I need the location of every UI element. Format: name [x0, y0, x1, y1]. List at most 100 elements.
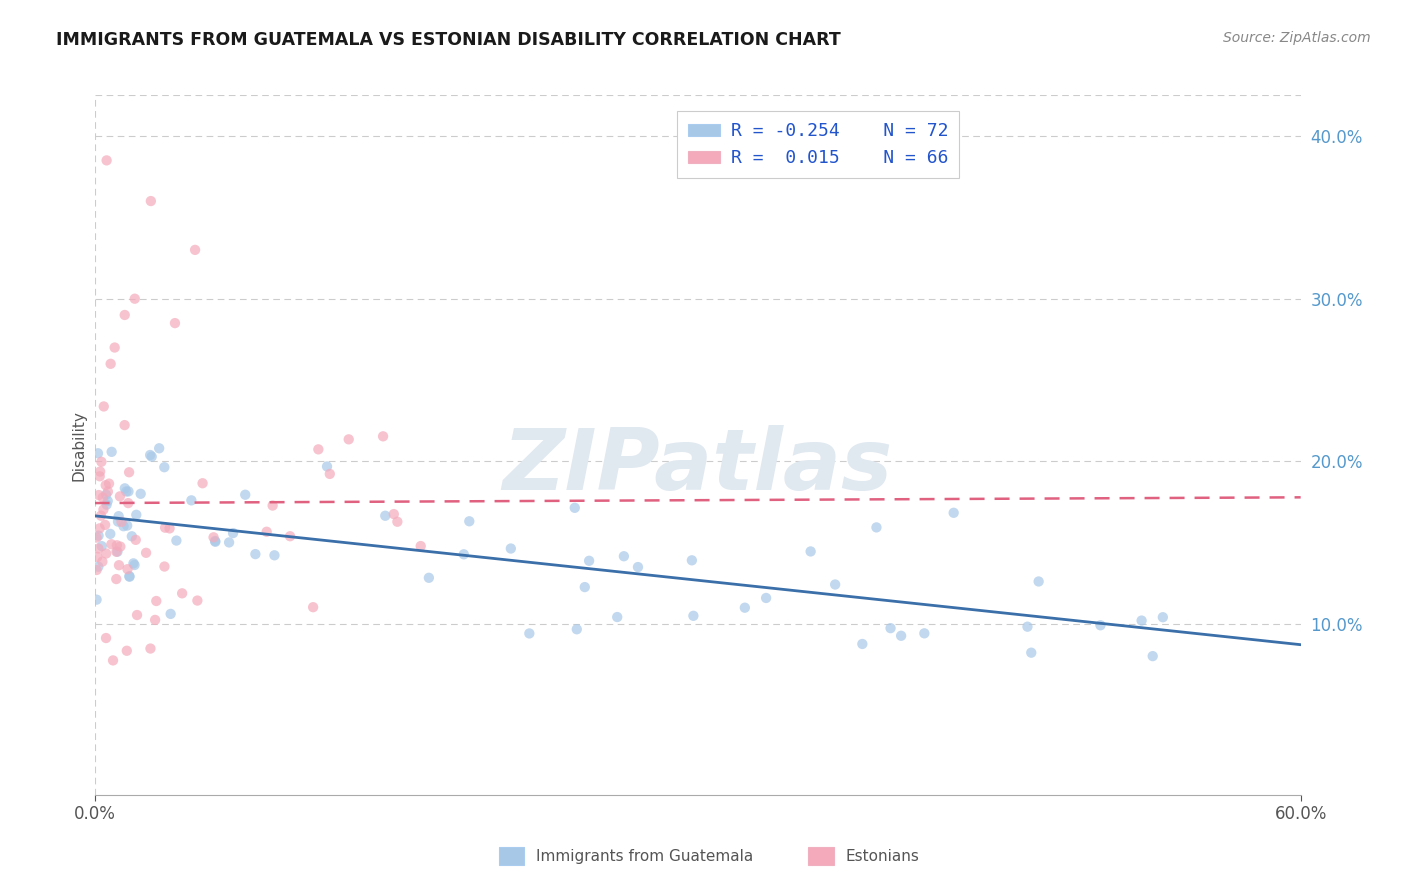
Point [107, 509, 129, 524]
Point [499, 541, 522, 556]
Point [105, 572, 128, 586]
Point [879, 621, 901, 635]
Point [1019, 646, 1042, 660]
Point [233, 488, 256, 502]
Point [564, 500, 586, 515]
Point [337, 433, 360, 447]
Point [218, 535, 240, 549]
Point [1017, 620, 1039, 634]
Point [153, 521, 176, 535]
Point [125, 533, 148, 547]
Point [93, 400, 115, 414]
Point [606, 610, 628, 624]
Point [143, 613, 166, 627]
Point [800, 544, 823, 558]
Point [148, 442, 170, 456]
Point [112, 519, 135, 533]
Point [110, 515, 132, 529]
Point [307, 442, 329, 457]
Point [115, 644, 138, 658]
Point [89, 465, 111, 479]
Point [100, 537, 122, 551]
Point [141, 450, 163, 464]
Point [1028, 574, 1050, 589]
Point [91, 555, 114, 569]
Point [184, 243, 207, 257]
Point [256, 524, 278, 539]
Point [89, 521, 111, 535]
Point [104, 341, 127, 355]
Point [118, 570, 141, 584]
Point [613, 549, 636, 564]
Point [163, 316, 186, 330]
Point [159, 607, 181, 621]
Bar [808, 847, 834, 865]
Point [86, 549, 108, 564]
Point [186, 593, 208, 607]
Point [458, 514, 481, 528]
Text: Immigrants from Guatemala: Immigrants from Guatemala [536, 849, 754, 863]
Point [565, 622, 588, 636]
Point [117, 496, 139, 510]
Point [222, 526, 245, 541]
Point [115, 518, 138, 533]
Text: ZIPatlas: ZIPatlas [502, 425, 893, 508]
Point [110, 540, 132, 554]
Point [374, 508, 396, 523]
Point [1152, 610, 1174, 624]
Point [165, 533, 187, 548]
Point [94, 478, 117, 492]
Point [1090, 618, 1112, 632]
Point [91, 491, 114, 505]
Point [319, 467, 342, 481]
Point [114, 308, 136, 322]
Point [90, 508, 112, 523]
Point [204, 533, 226, 548]
Point [153, 460, 176, 475]
Point [124, 292, 146, 306]
Point [94, 488, 117, 502]
Point [145, 594, 167, 608]
Point [1142, 649, 1164, 664]
Point [912, 626, 935, 640]
Point [302, 600, 325, 615]
Point [172, 586, 194, 600]
Point [94, 517, 117, 532]
Point [204, 534, 226, 549]
Point [371, 429, 394, 443]
Point [90, 539, 112, 553]
Legend: R = -0.254    N = 72, R =  0.015    N = 66: R = -0.254 N = 72, R = 0.015 N = 66 [676, 112, 959, 178]
Point [851, 637, 873, 651]
Point [86, 531, 108, 545]
Point [129, 487, 152, 501]
Point [942, 506, 965, 520]
Point [90, 455, 112, 469]
Point [98, 476, 121, 491]
Point [135, 546, 157, 560]
Y-axis label: Disability: Disability [72, 409, 86, 481]
Point [824, 577, 846, 591]
Point [125, 508, 148, 522]
Point [262, 499, 284, 513]
Point [191, 476, 214, 491]
Point [387, 515, 409, 529]
Point [87, 559, 110, 574]
Point [245, 547, 267, 561]
Point [159, 521, 181, 535]
Point [97, 484, 120, 499]
Point [627, 560, 650, 574]
Point [96, 547, 118, 561]
Point [117, 562, 139, 576]
Point [96, 498, 118, 512]
Point [118, 569, 141, 583]
Point [86, 563, 108, 577]
Point [105, 538, 128, 552]
Point [87, 541, 110, 556]
Point [316, 459, 339, 474]
Point [100, 357, 122, 371]
Point [105, 545, 128, 559]
Point [1130, 614, 1153, 628]
Point [517, 626, 540, 640]
Point [681, 553, 703, 567]
Point [755, 591, 778, 605]
